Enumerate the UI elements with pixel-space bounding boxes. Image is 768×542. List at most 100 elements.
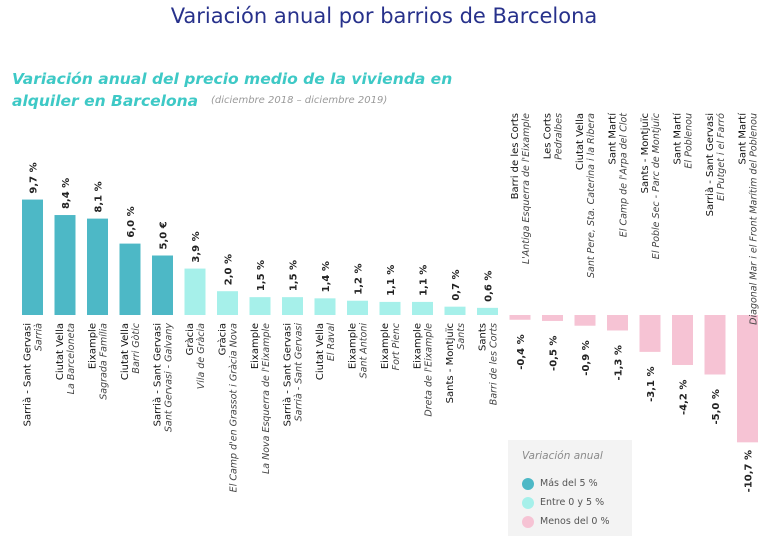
bar-10 (314, 298, 336, 315)
bar-11 (347, 300, 368, 315)
neighborhood-label-11: Sant Antoni (359, 323, 370, 379)
value-label-4: 6,0 % (126, 206, 137, 237)
bar-23 (737, 315, 758, 443)
value-label-6: 3,9 % (191, 231, 202, 262)
value-label-21: -4,2 % (679, 380, 690, 415)
bar-17 (542, 315, 563, 321)
neighborhood-label-23: Diagonal Mar i el Front Marítim del Pobl… (749, 113, 760, 325)
value-label-8: 1,5 % (256, 260, 267, 291)
neighborhood-label-17: Pedralbes (554, 113, 565, 160)
neighborhood-label-13: Dreta de l'Eixample (424, 323, 435, 417)
value-label-14: 0,7 % (451, 269, 462, 300)
value-label-17: -0,5 % (549, 336, 560, 371)
district-label-21: Sant Martí (672, 112, 684, 165)
bar-1 (22, 199, 43, 315)
bar-15 (477, 307, 498, 315)
district-label-20: Sants - Montjuïc (640, 113, 651, 193)
district-label-14: Sants - Montjuïc (445, 323, 456, 403)
neighborhood-label-12: Fort Pienc (391, 322, 402, 370)
bar-8 (249, 297, 271, 315)
neighborhood-label-1: Sarrià (34, 323, 45, 351)
district-label-4: Ciutat Vella (120, 323, 131, 380)
district-label-7: Gràcia (217, 323, 229, 355)
value-label-2: 8,4 % (61, 178, 72, 209)
district-label-11: Eixample (348, 323, 359, 369)
district-label-19: Sant Martí (607, 112, 619, 165)
neighborhood-label-22: El Putget i el Farró (716, 113, 727, 201)
neighborhood-label-18: Sant Pere, Sta. Caterina i la Ribera (586, 113, 597, 278)
bar-13 (412, 301, 433, 315)
neighborhood-label-20: El Poble Sec - Parc de Montjuïc (651, 112, 662, 259)
value-label-7: 2,0 % (224, 254, 235, 285)
district-label-8: Eixample (250, 323, 261, 369)
neighborhood-label-21: El Poblenou (684, 113, 695, 169)
value-label-3: 8,1 % (94, 181, 105, 212)
value-label-1: 9,7 % (29, 162, 40, 193)
value-label-23: -10,7 % (744, 450, 755, 492)
district-label-16: Barri de les Corts (510, 113, 521, 199)
district-label-10: Ciutat Vella (315, 323, 326, 380)
legend-swatch-negative (522, 516, 534, 528)
district-label-15: Sants (478, 323, 489, 351)
legend-title: Variación anual (522, 450, 603, 462)
value-label-15: 0,6 % (484, 271, 495, 302)
legend-label-negative: Menos del 0 % (540, 516, 610, 527)
bar-7 (217, 291, 238, 315)
neighborhood-label-4: Barri Gòtic (131, 322, 142, 373)
district-label-23: Sant Martí (737, 112, 749, 165)
value-label-18: -0,9 % (581, 340, 592, 375)
bar-9 (282, 297, 303, 315)
bar-16 (509, 315, 531, 320)
district-label-2: Ciutat Vella (55, 323, 66, 380)
district-label-13: Eixample (413, 323, 424, 369)
bar-6 (184, 268, 206, 315)
bar-21 (672, 315, 693, 365)
value-label-20: -3,1 % (646, 367, 657, 402)
value-label-16: -0,4 % (516, 334, 527, 369)
value-label-5: 5,0 € (159, 221, 170, 249)
district-label-3: Eixample (88, 323, 99, 369)
neighborhood-label-19: El Camp de l'Arpa del Clot (619, 112, 630, 237)
neighborhood-label-10: El Raval (326, 323, 337, 362)
neighborhood-label-14: Sants (456, 323, 467, 350)
neighborhood-label-5: Sant Gervasi - Galvany (164, 323, 175, 433)
district-label-22: Sarrià - Sant Gervasi (704, 113, 716, 216)
value-label-12: 1,1 % (386, 265, 397, 296)
page-title: Variación anual por barrios de Barcelona (170, 4, 598, 28)
bar-19 (607, 315, 628, 331)
district-label-5: Sarrià - Sant Gervasi (152, 323, 164, 426)
bar-4 (119, 243, 141, 315)
value-label-13: 1,1 % (419, 265, 430, 296)
chart-subtitle: (diciembre 2018 – diciembre 2019) (211, 95, 388, 106)
neighborhood-label-15: Barri de les Corts (489, 323, 500, 405)
neighborhood-label-3: Sagrada Família (99, 323, 110, 400)
district-label-18: Ciutat Vella (575, 113, 586, 170)
bar-12 (379, 301, 401, 315)
value-label-10: 1,4 % (321, 261, 332, 292)
bar-14 (444, 306, 466, 315)
legend: Variación anual Más del 5 % Entre 0 y 5 … (508, 440, 632, 536)
legend-label-mid: Entre 0 y 5 % (540, 497, 605, 508)
neighborhood-label-2: La Barceloneta (66, 323, 77, 394)
legend-swatch-high (522, 478, 534, 490)
chart-title: Variación anual del precio medio de la v… (12, 70, 453, 110)
value-label-19: -1,3 % (614, 345, 625, 380)
district-label-1: Sarrià - Sant Gervasi (22, 323, 34, 426)
value-label-9: 1,5 % (289, 260, 300, 291)
bar-20 (639, 315, 661, 352)
district-label-17: Les Corts (543, 113, 554, 159)
legend-label-high: Más del 5 % (540, 478, 598, 489)
bar-5 (152, 255, 173, 315)
bar-22 (704, 315, 726, 375)
bar-18 (574, 315, 596, 326)
bar-3 (87, 218, 108, 315)
neighborhood-label-16: L'Antiga Esquerra de l'Eixample (521, 113, 532, 264)
district-label-12: Eixample (380, 323, 391, 369)
neighborhood-label-6: Vila de Gràcia (196, 323, 207, 389)
district-label-6: Gràcia (184, 323, 196, 355)
legend-swatch-mid (522, 497, 534, 509)
value-label-11: 1,2 % (354, 264, 365, 295)
neighborhood-label-7: El Camp d'en Grassot i Gràcia Nova (229, 323, 240, 492)
neighborhood-label-9: Sarrià - Sant Gervasi (294, 323, 305, 422)
